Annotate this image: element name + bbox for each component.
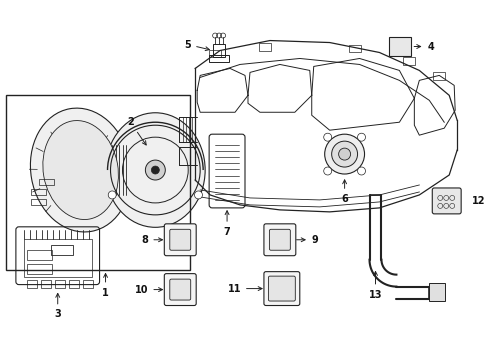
Circle shape [324, 134, 364, 174]
Text: 12: 12 [471, 196, 485, 206]
FancyBboxPatch shape [264, 224, 295, 256]
Ellipse shape [43, 121, 118, 220]
Circle shape [331, 141, 357, 167]
Text: 8: 8 [141, 235, 162, 245]
Circle shape [357, 167, 365, 175]
Bar [31, 189, 46, 195]
Bar [31, 199, 46, 205]
Circle shape [338, 148, 350, 160]
Circle shape [151, 166, 159, 174]
FancyBboxPatch shape [268, 276, 295, 301]
Text: 5: 5 [184, 40, 209, 51]
Ellipse shape [30, 108, 131, 232]
FancyBboxPatch shape [264, 272, 299, 306]
FancyBboxPatch shape [164, 274, 196, 306]
Circle shape [145, 160, 165, 180]
Bar [24, 239, 91, 276]
FancyBboxPatch shape [169, 279, 190, 300]
Bar [209, 50, 221, 58]
Bar [209, 55, 228, 62]
Bar [259, 42, 270, 50]
FancyBboxPatch shape [269, 229, 290, 250]
Circle shape [323, 167, 331, 175]
Text: 4: 4 [413, 41, 433, 51]
Bar [39, 179, 54, 185]
Bar [51, 245, 73, 255]
Text: 6: 6 [341, 180, 347, 204]
Bar [432, 72, 444, 80]
Circle shape [357, 133, 365, 141]
Bar [348, 45, 360, 53]
FancyBboxPatch shape [169, 229, 190, 250]
Bar [27, 264, 52, 274]
Circle shape [323, 133, 331, 141]
FancyBboxPatch shape [431, 188, 460, 214]
Text: 7: 7 [223, 211, 230, 237]
Text: 13: 13 [368, 271, 382, 300]
Bar [213, 44, 224, 58]
Circle shape [108, 191, 116, 199]
Bar [27, 250, 52, 260]
Bar [388, 37, 410, 57]
Bar [403, 58, 414, 66]
Bar [6, 95, 190, 270]
Bar [55, 280, 64, 288]
Bar [41, 280, 51, 288]
Text: 3: 3 [54, 293, 61, 319]
Text: 10: 10 [135, 284, 162, 294]
Text: 2: 2 [127, 117, 146, 145]
Text: 11: 11 [227, 284, 262, 293]
Text: 1: 1 [102, 274, 109, 298]
Circle shape [194, 191, 202, 199]
Ellipse shape [105, 113, 205, 227]
Bar [68, 280, 79, 288]
Text: 9: 9 [296, 235, 318, 245]
Bar [27, 280, 37, 288]
Bar [82, 280, 92, 288]
FancyBboxPatch shape [164, 224, 196, 256]
Bar [428, 283, 444, 301]
